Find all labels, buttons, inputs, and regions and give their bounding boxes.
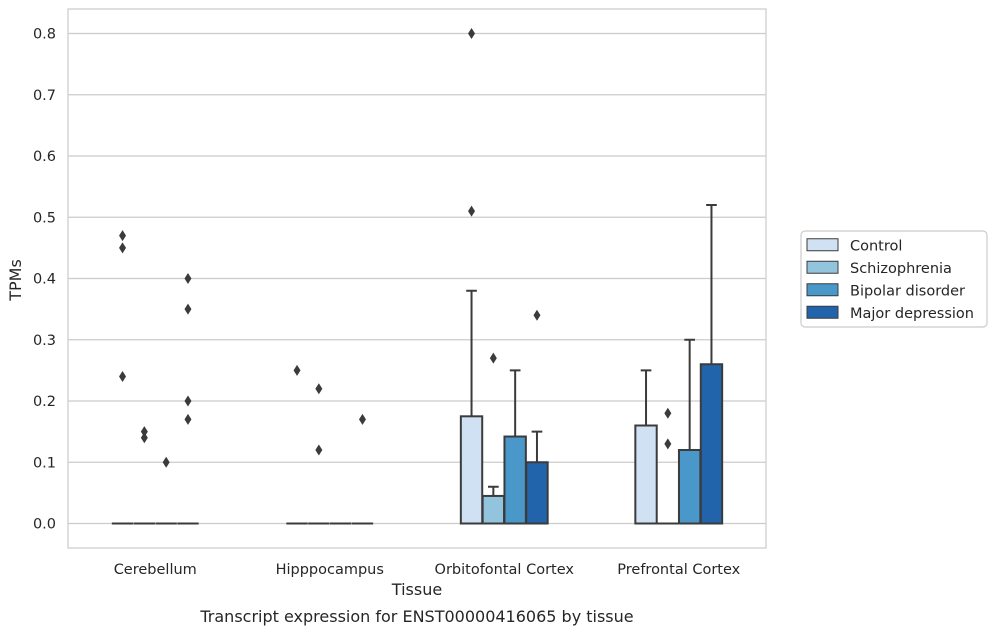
legend-swatch xyxy=(806,283,839,297)
outlier-point xyxy=(184,273,192,284)
legend-swatch xyxy=(806,305,839,319)
x-tick-label: Prefrontal Cortex xyxy=(617,562,740,578)
x-axis-ticks: Cerebellum Hipppocampus Orbitofontal Corte… xyxy=(114,562,741,578)
outlier-point xyxy=(119,242,127,254)
x-tick-label: Hipppocampus xyxy=(276,562,384,578)
outlier-point xyxy=(140,426,148,438)
y-tick-label: 0.1 xyxy=(33,455,56,471)
chart-caption: Transcript expression for ENST0000041606… xyxy=(199,607,633,626)
box-group xyxy=(308,383,330,525)
box-group xyxy=(155,456,177,525)
legend-label: Control xyxy=(850,238,902,254)
outlier-point xyxy=(315,383,323,395)
x-tick-label: Orbitofontal Cortex xyxy=(435,562,575,578)
legend-swatch xyxy=(806,238,839,252)
box xyxy=(634,424,658,525)
y-tick-label: 0.3 xyxy=(33,333,56,349)
y-tick-label: 0.0 xyxy=(33,517,56,533)
x-axis-label: Tissue xyxy=(391,580,442,599)
outlier-point xyxy=(468,28,476,39)
box-group xyxy=(459,28,484,525)
legend-label: Bipolar disorder xyxy=(850,283,965,299)
box xyxy=(481,494,506,525)
box xyxy=(699,363,724,525)
y-tick-label: 0.6 xyxy=(33,149,56,165)
outlier-point xyxy=(293,364,301,376)
box-group xyxy=(699,204,724,525)
outlier-point xyxy=(140,432,148,444)
outlier-point xyxy=(533,309,541,321)
box xyxy=(503,435,527,525)
legend-frame xyxy=(800,230,988,328)
y-tick-label: 0.4 xyxy=(33,272,56,288)
box-group xyxy=(351,413,374,525)
box-group xyxy=(503,369,527,525)
y-axis-label: TPMs xyxy=(6,259,25,302)
outlier-point xyxy=(664,438,672,450)
outlier-point xyxy=(315,444,323,456)
box-group xyxy=(133,426,156,525)
outlier-point xyxy=(358,413,366,425)
legend-swatch xyxy=(806,260,839,274)
y-tick-label: 0.8 xyxy=(33,27,56,43)
legend: Control Schizophrenia Bipolar disorder Majo… xyxy=(800,230,988,328)
plot-area-frame xyxy=(67,8,767,549)
box-group xyxy=(634,369,658,525)
box-group xyxy=(286,364,308,525)
box-group xyxy=(677,338,702,525)
outlier-point xyxy=(184,413,192,425)
box xyxy=(459,415,484,525)
y-axis-ticks: 0.0 0.1 0.2 0.3 0.4 0.5 0.6 0.7 0.8 xyxy=(33,27,56,533)
outlier-point xyxy=(119,371,127,382)
x-tick-label: Cerebellum xyxy=(114,562,197,578)
boxes xyxy=(111,28,724,525)
outlier-point xyxy=(489,352,497,364)
legend-label: Schizophrenia xyxy=(850,261,952,277)
box-group xyxy=(111,230,134,525)
legend-label: Major depression xyxy=(850,306,974,322)
box xyxy=(677,449,702,525)
box-group xyxy=(525,309,549,525)
box-group xyxy=(481,352,506,525)
y-tick-label: 0.2 xyxy=(33,394,56,410)
outlier-point xyxy=(468,205,476,217)
y-tick-label: 0.5 xyxy=(33,210,56,226)
outlier-point xyxy=(184,395,192,407)
y-tick-label: 0.7 xyxy=(33,88,56,104)
outlier-point xyxy=(119,230,127,242)
box-group xyxy=(177,273,199,525)
box-group xyxy=(657,407,679,525)
outlier-point xyxy=(664,407,672,419)
outlier-point xyxy=(162,456,170,468)
outlier-point xyxy=(184,303,192,315)
box xyxy=(525,461,549,525)
